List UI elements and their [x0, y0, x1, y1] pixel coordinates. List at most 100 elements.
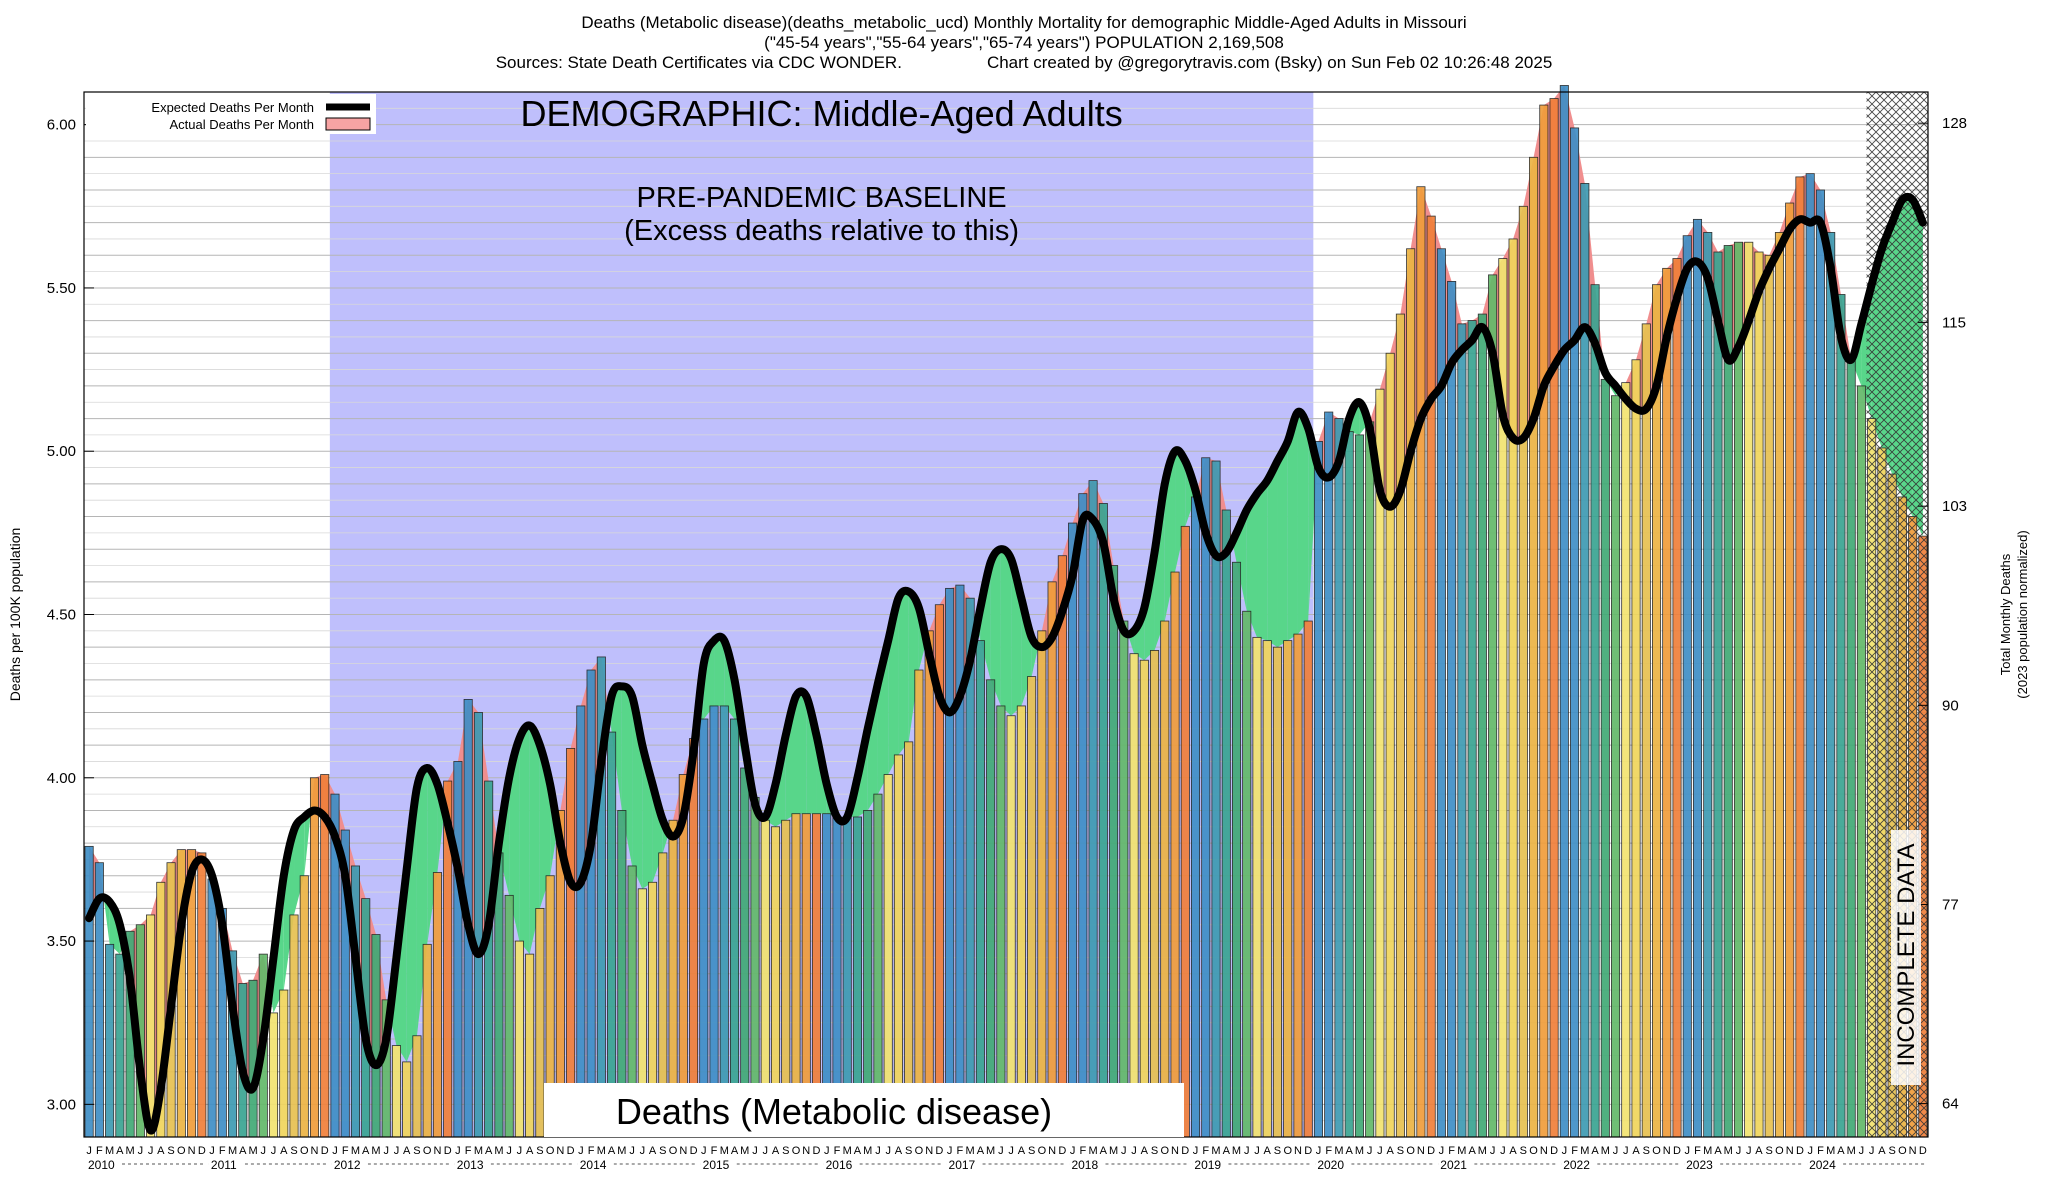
year-label: 2012	[334, 1158, 361, 1172]
x-tick-label: J	[1500, 1145, 1506, 1157]
x-tick-label: S	[1397, 1145, 1404, 1157]
x-tick-label: D	[935, 1145, 943, 1157]
bar	[1426, 215, 1436, 1138]
bar	[883, 774, 893, 1138]
x-tick-label: J	[1008, 1145, 1014, 1157]
x-tick-label: J	[1131, 1145, 1137, 1157]
bar	[1570, 127, 1580, 1138]
x-tick-label: M	[1826, 1145, 1835, 1157]
x-tick-label: S	[536, 1145, 543, 1157]
x-tick-label: S	[1151, 1145, 1158, 1157]
bar	[1231, 561, 1242, 1138]
x-tick-label: M	[126, 1145, 135, 1157]
x-tick-label: O	[1038, 1145, 1047, 1157]
x-tick-label: J	[1121, 1145, 1127, 1157]
bar	[1170, 571, 1180, 1138]
x-tick-label: M	[1232, 1145, 1241, 1157]
baseline-label: PRE-PANDEMIC BASELINE	[637, 182, 1007, 214]
bar	[586, 669, 596, 1138]
x-tick-label: J	[86, 1145, 92, 1157]
x-tick-label: N	[1663, 1145, 1671, 1157]
bottom-label-box	[544, 1083, 1184, 1137]
x-tick-label: M	[720, 1145, 729, 1157]
x-tick-label: J	[261, 1145, 267, 1157]
x-tick-label: F	[588, 1145, 595, 1157]
bar	[893, 754, 903, 1138]
x-tick-label: F	[465, 1145, 472, 1157]
y2-tick-label: 115	[1942, 314, 1966, 331]
bar	[1846, 359, 1856, 1138]
x-tick-label: J	[1736, 1145, 1742, 1157]
x-tick-label: N	[1417, 1145, 1425, 1157]
x-tick-label: J	[1869, 1145, 1875, 1157]
incomplete-label-bg	[1891, 830, 1921, 1085]
bar	[1283, 640, 1293, 1138]
x-tick-label: D	[198, 1145, 206, 1157]
baseline-sublabel: (Excess deaths relative to this)	[624, 215, 1019, 247]
year-label: 2022	[1563, 1158, 1590, 1172]
x-tick-label: J	[1685, 1145, 1691, 1157]
y2-tick-label: 103	[1942, 498, 1967, 515]
x-tick-label: M	[740, 1145, 749, 1157]
bar	[1139, 659, 1149, 1138]
year-label: 2017	[949, 1158, 976, 1172]
year-label-bg	[577, 1157, 614, 1171]
x-tick-label: A	[1018, 1145, 1026, 1157]
x-tick-label: M	[371, 1145, 380, 1157]
x-tick-label: D	[1181, 1145, 1189, 1157]
excess-area	[294, 816, 305, 915]
x-tick-label: J	[148, 1145, 154, 1157]
bar	[248, 979, 258, 1138]
x-tick-label: S	[1766, 1145, 1773, 1157]
bar	[1324, 411, 1334, 1138]
x-tick-label: J	[1377, 1145, 1383, 1157]
bar	[1682, 235, 1692, 1138]
x-tick-label: N	[311, 1145, 319, 1157]
x-tick-label: F	[711, 1145, 718, 1157]
excess-area	[908, 591, 919, 742]
x-tick-label: D	[1058, 1145, 1066, 1157]
excess-area	[1840, 294, 1852, 360]
year-label-bg	[208, 1157, 245, 1171]
bar	[525, 953, 535, 1138]
x-tick-label: A	[895, 1145, 903, 1157]
x-tick-label: O	[300, 1145, 309, 1157]
y2-tick-label: 77	[1942, 896, 1959, 913]
x-tick-label: S	[413, 1145, 420, 1157]
x-tick-label: M	[1601, 1145, 1610, 1157]
bar	[1150, 650, 1160, 1138]
x-tick-label: O	[423, 1145, 432, 1157]
x-tick-label: J	[332, 1145, 338, 1157]
bar	[1242, 610, 1252, 1138]
chart-title-line-2: ("45-54 years","55-64 years","65-74 year…	[764, 33, 1284, 52]
bar	[1621, 382, 1631, 1138]
chart-title-line-3: Sources: State Death Certificates via CD…	[495, 53, 1553, 72]
x-tick-label: F	[342, 1145, 349, 1157]
year-label: 2023	[1686, 1158, 1713, 1172]
bar	[1826, 232, 1836, 1138]
x-tick-label: M	[105, 1145, 114, 1157]
year-label: 2018	[1071, 1158, 1098, 1172]
x-tick-label: N	[1294, 1145, 1302, 1157]
excess-area	[1297, 412, 1309, 635]
bar	[1754, 251, 1764, 1138]
x-tick-label: J	[1193, 1145, 1199, 1157]
year-label: 2021	[1440, 1158, 1467, 1172]
bar	[1160, 620, 1170, 1138]
y-tick-label: 6.00	[47, 117, 76, 134]
bar	[1416, 186, 1426, 1138]
year-label: 2010	[88, 1158, 115, 1172]
x-tick-label: J	[1859, 1145, 1865, 1157]
bar	[1549, 98, 1559, 1138]
x-tick-label: N	[1786, 1145, 1794, 1157]
year-label: 2013	[457, 1158, 484, 1172]
x-tick-label: J	[1439, 1145, 1445, 1157]
x-tick-label: A	[1837, 1145, 1845, 1157]
year-label: 2024	[1809, 1158, 1836, 1172]
x-tick-label: M	[248, 1145, 257, 1157]
x-tick-label: A	[116, 1145, 124, 1157]
bar	[1631, 359, 1641, 1138]
x-tick-label: A	[1714, 1145, 1722, 1157]
year-label-bg	[1192, 1157, 1229, 1171]
